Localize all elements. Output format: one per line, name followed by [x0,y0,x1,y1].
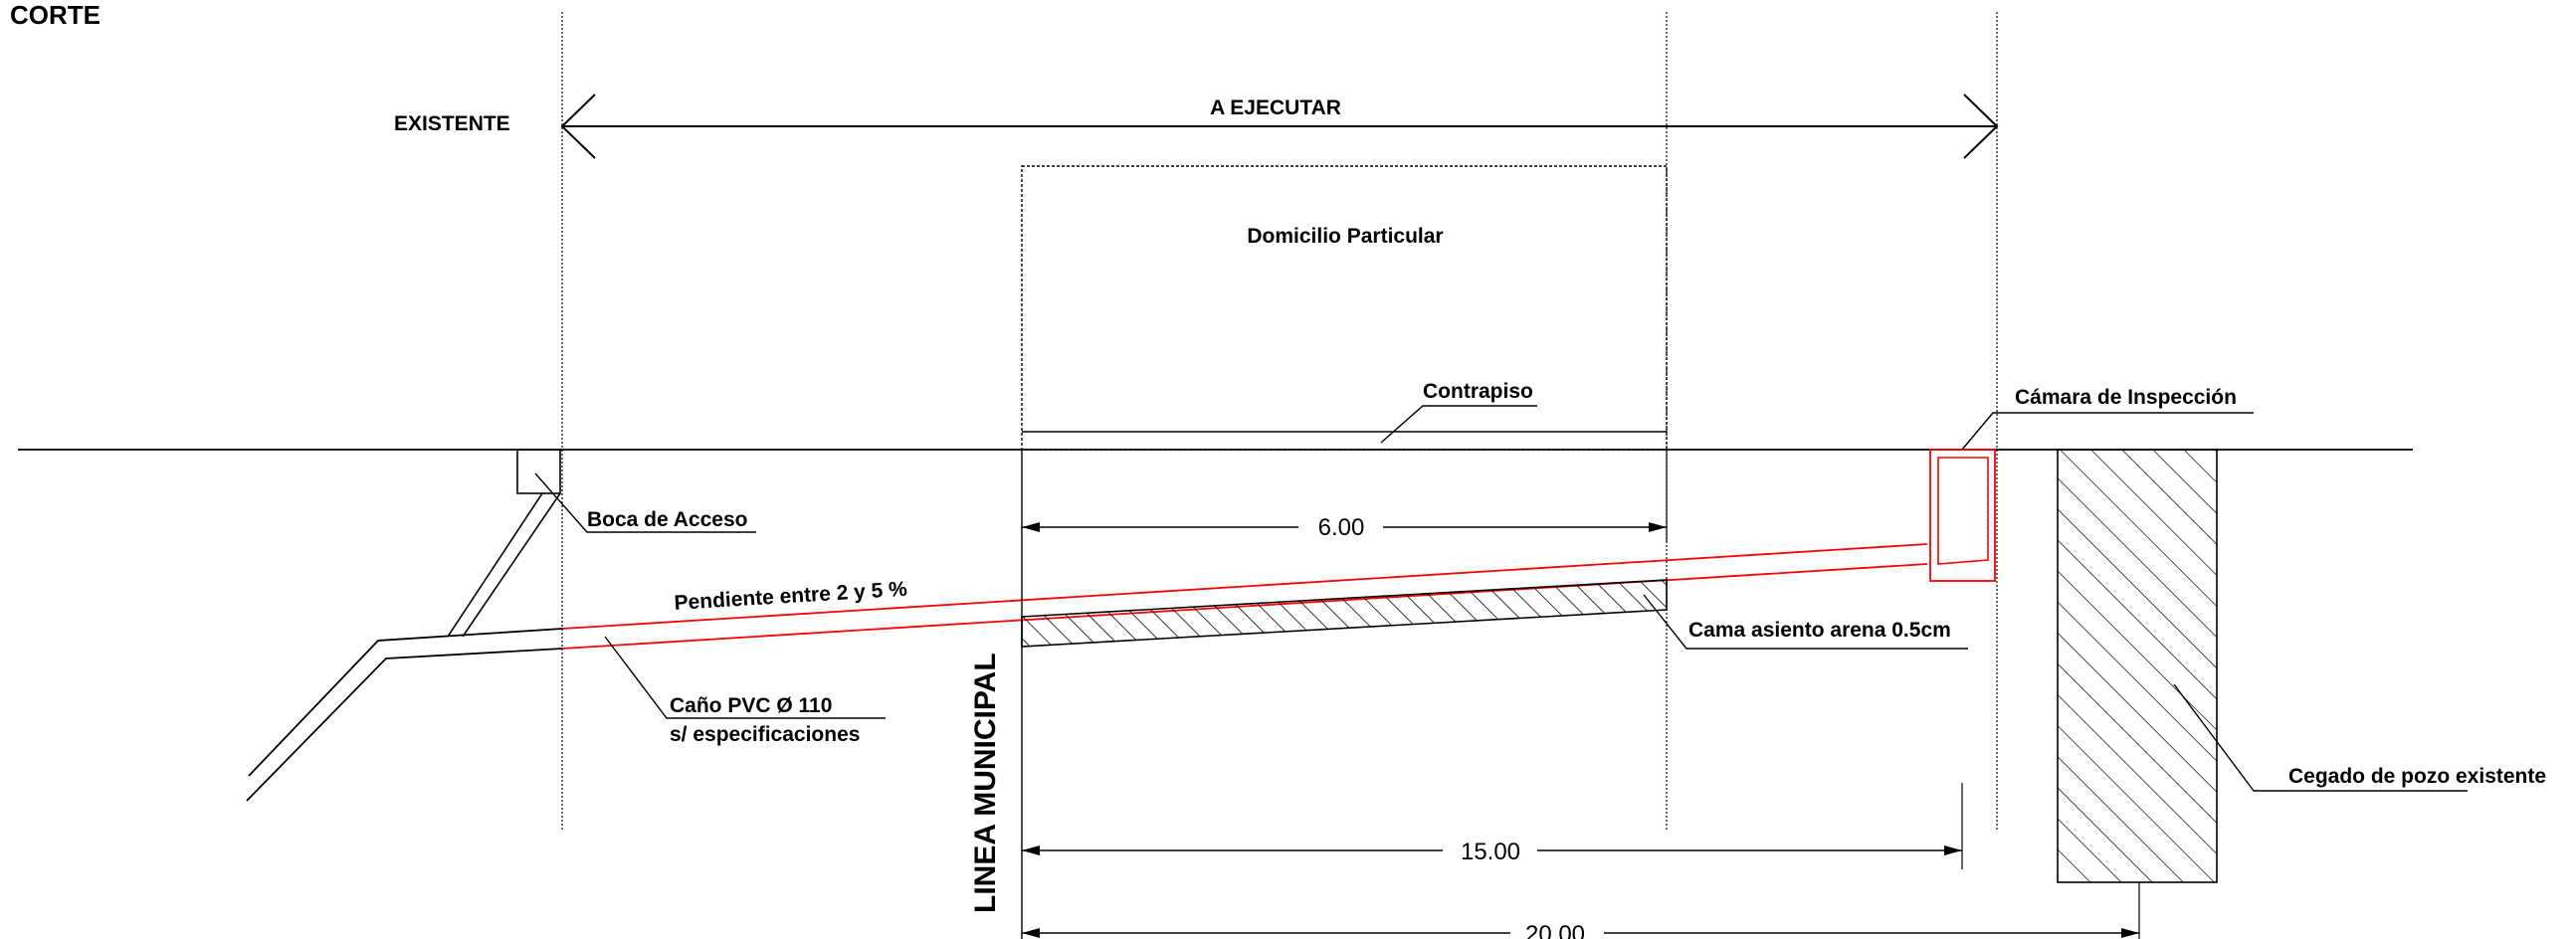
cegado-label: Cegado de pozo existente [2288,765,2546,788]
contrapiso-label: Contrapiso [1423,380,1533,403]
cama-asiento [1021,579,1668,648]
cano-pvc-label-2: s/ especificaciones [670,723,860,746]
reference-lines [561,12,1998,831]
camara-inner [1937,457,1989,565]
existente-label: EXISTENTE [394,112,510,135]
domicilio-label: Domicilio Particular [1247,225,1443,248]
existing-pipe [246,628,563,802]
boca-acceso-box [516,449,561,494]
dim-20-label: 20.00 [1525,921,1585,939]
cano-leader [604,636,886,719]
contrapiso-leader [1380,405,1537,444]
cegado-leader [2173,683,2468,792]
dim-6-line [1022,450,1668,542]
camara-outer [1929,449,1996,582]
a-ejecutar-label: A EJECUTAR [1210,96,1341,119]
cama-asiento-leader [1643,594,1968,650]
camara-leader [1961,412,2254,451]
boca-acceso-label: Boca de Acceso [587,508,747,531]
camara-label: Cámara de Inspección [2015,386,2237,409]
dim-15-label: 15.00 [1461,839,1520,865]
cama-asiento-label: Cama asiento arena 0.5cm [1688,619,1951,642]
cano-pvc-label-1: Caño PVC Ø 110 [670,694,832,717]
domicilio-outline [1021,165,1668,451]
linea-municipal-label: LINEA MUNICIPAL [969,653,1002,913]
drawing-title: CORTE [10,0,100,30]
a-ejecutar-arrow [560,94,1999,159]
dim-15-line [1022,783,1963,869]
dim-6-label: 6.00 [1318,514,1365,541]
dim-20-line [1022,882,2140,939]
cegado-pozo [2057,449,2218,883]
boca-acceso-leader [534,472,756,533]
